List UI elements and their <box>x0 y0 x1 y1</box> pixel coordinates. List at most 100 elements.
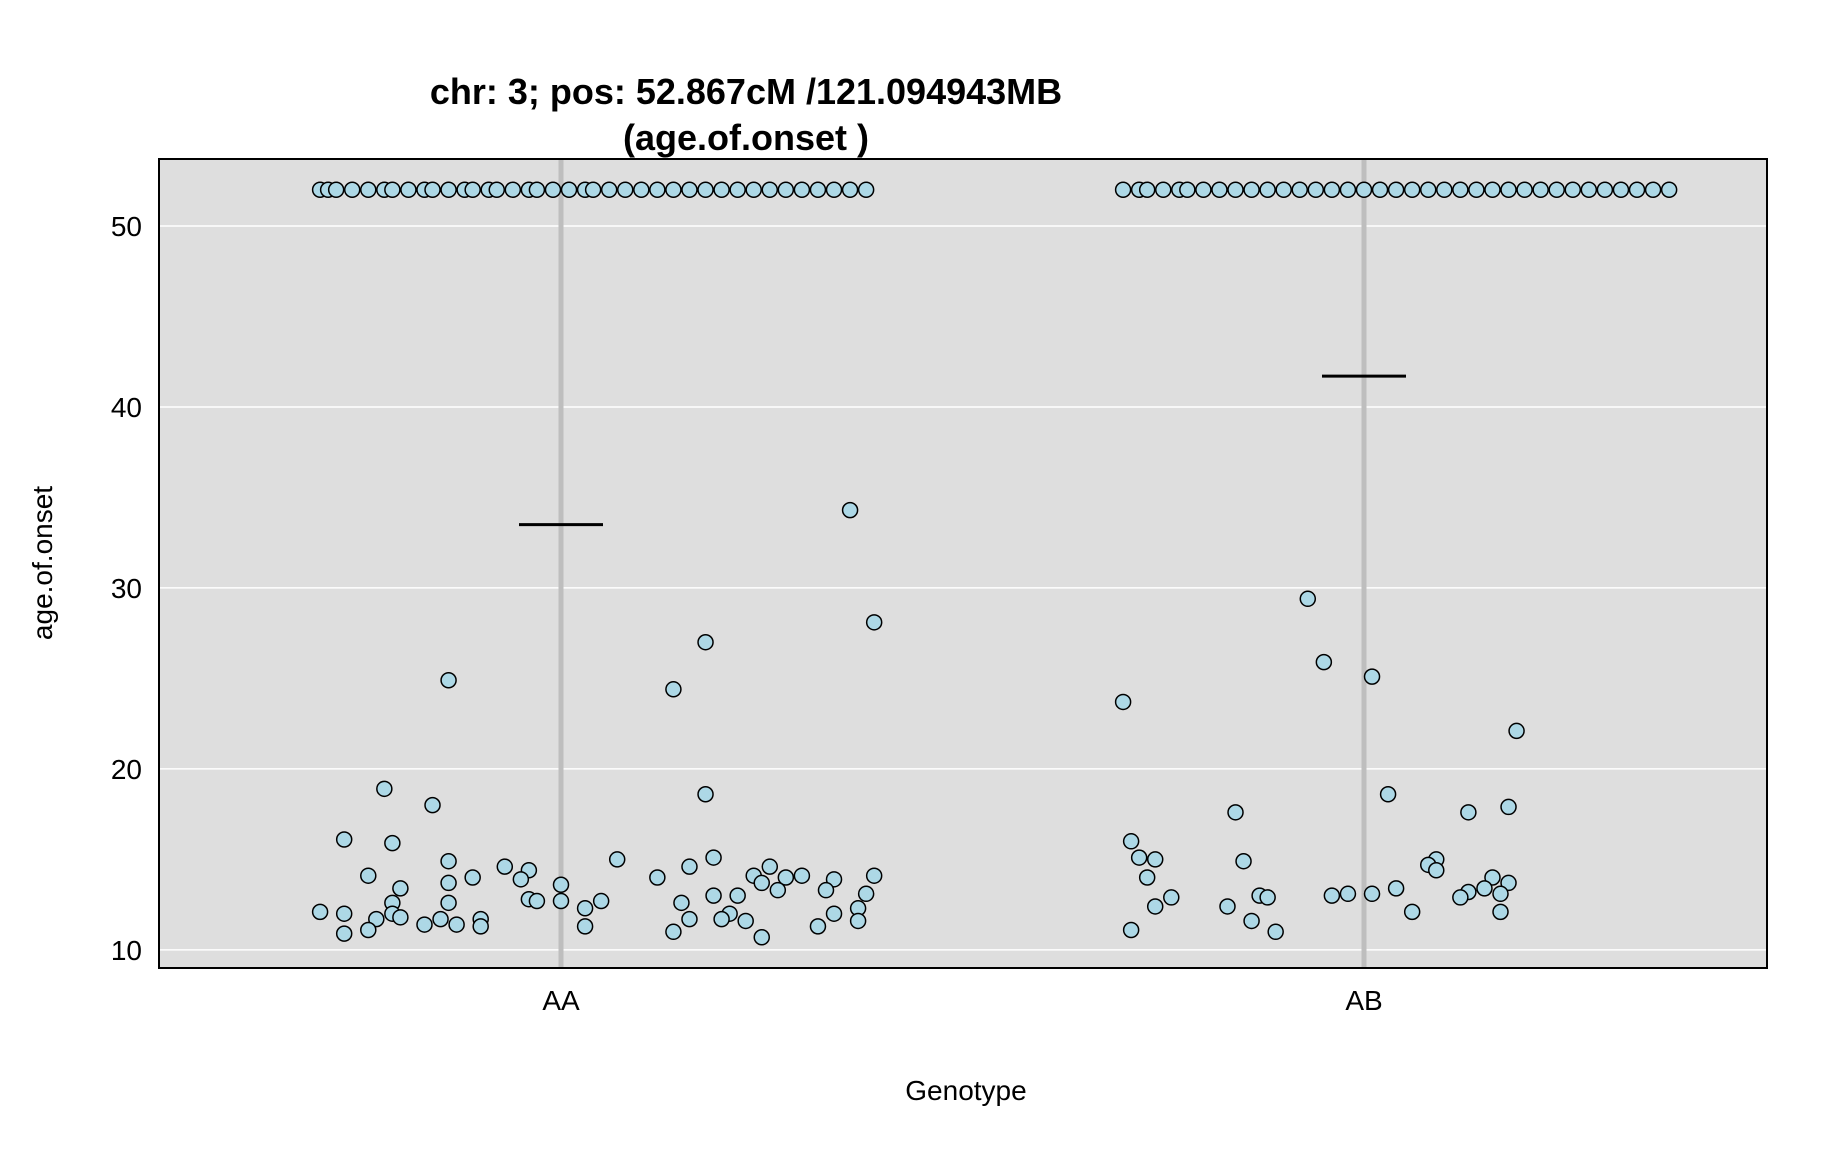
data-point <box>1299 590 1317 608</box>
data-point <box>857 885 875 903</box>
data-point <box>649 181 666 199</box>
x-tick-label: AA <box>542 985 580 1016</box>
data-point <box>1532 181 1549 199</box>
chart-title: chr: 3; pos: 52.867cM /121.094943MB <box>430 71 1062 112</box>
y-tick-label: 40 <box>111 392 142 423</box>
data-point <box>552 892 570 910</box>
data-point <box>464 181 481 199</box>
data-point <box>1387 880 1405 897</box>
mean-lines <box>519 374 1406 527</box>
data-point <box>1484 869 1501 886</box>
data-point <box>1564 181 1582 199</box>
data-point <box>1114 693 1132 711</box>
data-point <box>841 501 859 519</box>
data-point <box>681 910 698 928</box>
data-point <box>424 181 441 199</box>
data-point <box>681 858 698 875</box>
data-point <box>1259 181 1276 199</box>
data-point <box>1452 889 1469 906</box>
data-point <box>1235 852 1252 870</box>
data-point <box>1596 181 1614 199</box>
data-point <box>384 181 401 199</box>
data-point <box>1492 885 1509 903</box>
data-point <box>1291 181 1309 199</box>
data-point <box>1227 804 1244 821</box>
data-point <box>697 633 714 651</box>
data-point <box>729 887 746 904</box>
x-axis-ticks: AA AB <box>542 985 1382 1016</box>
data-points <box>311 181 1678 946</box>
data-point <box>560 181 578 199</box>
data-point <box>1468 181 1485 199</box>
data-point <box>440 852 457 870</box>
data-point <box>1492 903 1509 921</box>
data-point <box>705 849 722 866</box>
data-point <box>1363 885 1381 903</box>
data-point <box>1660 181 1678 199</box>
data-point <box>592 892 610 910</box>
data-point <box>424 796 441 814</box>
data-point <box>753 928 770 946</box>
data-point <box>1267 923 1284 941</box>
x-axis-label: Genotype <box>905 1075 1026 1106</box>
data-point <box>464 869 481 886</box>
y-tick-label: 50 <box>111 211 142 242</box>
data-point <box>1339 181 1357 199</box>
data-point <box>448 916 465 933</box>
data-point <box>528 892 546 910</box>
data-point <box>769 881 787 899</box>
data-point <box>360 921 377 939</box>
data-point <box>1146 898 1164 915</box>
data-point <box>793 867 811 884</box>
category-lines <box>558 159 1367 968</box>
data-point <box>1484 181 1501 199</box>
chart-subtitle: (age.of.onset ) <box>623 117 869 158</box>
data-point <box>1323 887 1341 904</box>
data-point <box>1243 181 1260 199</box>
data-point <box>761 181 779 199</box>
data-point <box>576 900 594 917</box>
data-point <box>584 181 602 199</box>
data-point <box>360 867 377 884</box>
data-point <box>552 876 570 893</box>
data-point <box>817 881 835 899</box>
data-point <box>665 923 682 941</box>
data-point <box>649 869 666 886</box>
data-point <box>1548 181 1565 199</box>
data-point <box>1195 181 1212 199</box>
data-point <box>440 894 457 912</box>
data-point <box>697 786 714 803</box>
data-point <box>1500 874 1517 892</box>
data-point <box>472 918 489 935</box>
y-tick-label: 30 <box>111 573 142 604</box>
data-point <box>1612 181 1630 199</box>
data-point <box>1452 181 1469 199</box>
data-point <box>1460 804 1477 821</box>
data-point <box>1259 889 1276 906</box>
data-point <box>761 858 779 875</box>
data-point <box>1138 181 1156 199</box>
data-point <box>1516 181 1533 199</box>
data-point <box>376 780 393 798</box>
data-point <box>600 181 618 199</box>
data-point <box>488 181 506 199</box>
data-point <box>1403 181 1421 199</box>
data-point <box>1130 849 1148 866</box>
data-point <box>1315 653 1333 671</box>
data-point <box>865 867 883 884</box>
data-point <box>665 181 682 199</box>
data-point <box>416 916 433 933</box>
data-point <box>857 181 875 199</box>
data-point <box>825 181 843 199</box>
data-point <box>1379 786 1397 803</box>
data-point <box>777 869 795 886</box>
data-point <box>1500 798 1517 816</box>
x-tick-label: AB <box>1345 985 1382 1016</box>
data-point <box>809 181 827 199</box>
data-point <box>1363 668 1381 685</box>
data-point <box>1436 181 1453 199</box>
data-point <box>440 874 457 892</box>
data-point <box>1419 181 1437 199</box>
